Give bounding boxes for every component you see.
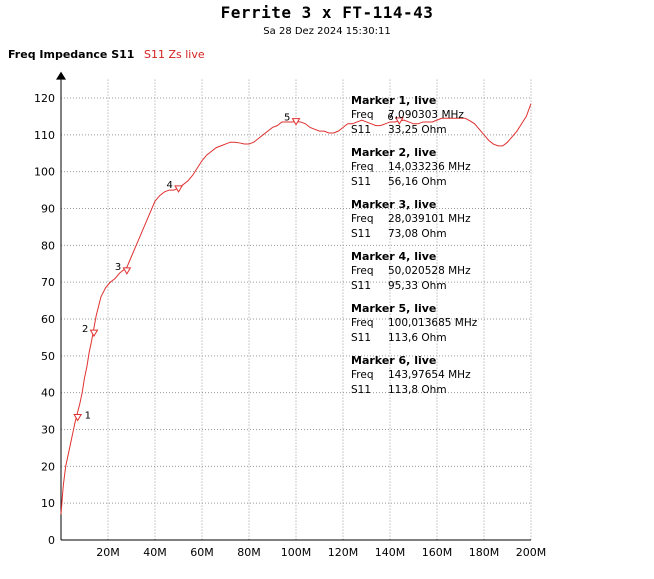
marker-6-title: Marker 6, live bbox=[351, 354, 437, 367]
tick-labels: 20M 40M 60M 80M 100M 120M 140M 160M 180M 200M 0 10 2… bbox=[34, 92, 546, 559]
marker-6-number: 6 bbox=[387, 112, 393, 123]
marker-field-label: Freq bbox=[351, 109, 374, 121]
marker-5-freq-row: Freq 100,013685 MHz bbox=[351, 316, 477, 331]
y-tick-label: 30 bbox=[41, 424, 55, 437]
x-tick-label: 180M bbox=[469, 546, 500, 559]
grid-lines bbox=[61, 79, 532, 540]
marker-1-title: Marker 1, live bbox=[351, 94, 437, 107]
y-tick-label: 40 bbox=[41, 387, 55, 400]
marker-field-value: 14,033236 MHz bbox=[388, 161, 471, 173]
marker-field-value: 56,16 Ohm bbox=[388, 176, 447, 188]
marker-field-label: Freq bbox=[351, 161, 374, 173]
marker-1-freq-row: Freq 7,090303 MHz bbox=[351, 108, 477, 123]
marker-field-value: 95,33 Ohm bbox=[388, 280, 447, 292]
marker-field-value: 113,8 Ohm bbox=[388, 384, 447, 396]
marker-2-triangle bbox=[89, 329, 99, 338]
marker-field-label: S11 bbox=[351, 332, 372, 344]
marker-field-label: S11 bbox=[351, 228, 372, 240]
chart-title: Ferrite 3 x FT-114-43 bbox=[220, 3, 434, 22]
marker-1-triangle bbox=[73, 414, 83, 422]
plot-area bbox=[60, 103, 532, 515]
marker-field-label: S11 bbox=[351, 176, 372, 188]
marker-field-value: 113,6 Ohm bbox=[388, 332, 447, 344]
marker-2-title: Marker 2, live bbox=[351, 146, 437, 159]
x-tick-label: 100M bbox=[281, 546, 312, 559]
marker-1-s11-row: S11 33,25 Ohm bbox=[351, 123, 477, 138]
marker-4-title: Marker 4, live bbox=[351, 250, 437, 263]
y-tick-label: 80 bbox=[41, 239, 55, 252]
marker-5-title: Marker 5, live bbox=[351, 302, 437, 315]
marker-field-value: 28,039101 MHz bbox=[388, 213, 471, 225]
marker-6-s11-row: S11 113,8 Ohm bbox=[351, 383, 477, 398]
marker-5-number: 5 bbox=[284, 113, 290, 124]
marker-3-s11-row: S11 73,08 Ohm bbox=[351, 227, 477, 242]
marker-5-triangle bbox=[291, 118, 301, 126]
marker-glyphs: 1 2 3 4 5 6 bbox=[73, 112, 404, 422]
y-tick-label: 0 bbox=[48, 534, 55, 547]
marker-2-freq-row: Freq 14,033236 MHz bbox=[351, 160, 477, 175]
marker-field-label: S11 bbox=[351, 384, 372, 396]
axes bbox=[56, 71, 531, 541]
y-tick-label: 60 bbox=[41, 313, 55, 326]
marker-4-readout: Marker 4, live Freq 50,020528 MHz S11 95,33 … bbox=[351, 249, 477, 294]
y-tick-label: 100 bbox=[34, 166, 55, 179]
marker-readout-panel: Marker 1, live Freq 7,090303 MHz S11 33,25 O… bbox=[351, 93, 477, 405]
x-tick-label: 160M bbox=[422, 546, 453, 559]
y-tick-label: 10 bbox=[41, 497, 55, 510]
marker-3-number: 3 bbox=[115, 262, 121, 273]
chart-timestamp: Sa 28 Dez 2024 15:30:11 bbox=[263, 26, 391, 37]
impedance-trace bbox=[60, 103, 532, 515]
y-tick-label: 70 bbox=[41, 276, 55, 289]
marker-2-readout: Marker 2, live Freq 14,033236 MHz S11 56,16 … bbox=[351, 145, 477, 190]
y-tick-label: 50 bbox=[41, 350, 55, 363]
marker-5-s11-row: S11 113,6 Ohm bbox=[351, 331, 477, 346]
x-tick-label: 120M bbox=[328, 546, 359, 559]
marker-3-triangle bbox=[122, 267, 132, 275]
marker-4-triangle bbox=[174, 185, 183, 193]
x-tick-label: 200M bbox=[516, 546, 547, 559]
marker-1-number: 1 bbox=[85, 411, 91, 422]
marker-1-readout: Marker 1, live Freq 7,090303 MHz S11 33,25 O… bbox=[351, 93, 477, 138]
series-label: S11 Zs live bbox=[144, 48, 205, 61]
marker-field-value: 7,090303 MHz bbox=[388, 109, 464, 121]
x-tick-label: 140M bbox=[375, 546, 406, 559]
marker-3-title: Marker 3, live bbox=[351, 198, 437, 211]
marker-field-value: 100,013685 MHz bbox=[388, 317, 478, 329]
y-axis-arrow bbox=[56, 71, 66, 80]
marker-3-readout: Marker 3, live Freq 28,039101 MHz S11 73,08 … bbox=[351, 197, 477, 242]
x-tick-label: 40M bbox=[143, 546, 167, 559]
marker-2-s11-row: S11 56,16 Ohm bbox=[351, 175, 477, 190]
marker-field-value: 143,97654 MHz bbox=[388, 369, 471, 381]
marker-field-value: 33,25 Ohm bbox=[388, 124, 447, 136]
x-tick-label: 60M bbox=[190, 546, 214, 559]
y-tick-label: 90 bbox=[41, 203, 55, 216]
y-tick-label: 110 bbox=[34, 129, 55, 142]
y-tick-label: 120 bbox=[34, 92, 55, 105]
marker-3-freq-row: Freq 28,039101 MHz bbox=[351, 212, 477, 227]
marker-6-readout: Marker 6, live Freq 143,97654 MHz S11 113,8 … bbox=[351, 353, 477, 398]
marker-field-label: S11 bbox=[351, 124, 372, 136]
marker-field-label: Freq bbox=[351, 213, 374, 225]
marker-5-readout: Marker 5, live Freq 100,013685 MHz S11 113,6… bbox=[351, 301, 477, 346]
marker-field-label: Freq bbox=[351, 265, 374, 277]
marker-2-number: 2 bbox=[82, 324, 88, 335]
marker-field-value: 73,08 Ohm bbox=[388, 228, 447, 240]
marker-4-s11-row: S11 95,33 Ohm bbox=[351, 279, 477, 294]
marker-field-label: Freq bbox=[351, 369, 374, 381]
marker-6-triangle bbox=[394, 117, 404, 125]
marker-6-freq-row: Freq 143,97654 MHz bbox=[351, 368, 477, 383]
marker-field-label: Freq bbox=[351, 317, 374, 329]
x-tick-label: 80M bbox=[237, 546, 261, 559]
marker-field-value: 50,020528 MHz bbox=[388, 265, 471, 277]
y-axis-label: Freq Impedance S11 bbox=[8, 48, 135, 61]
y-tick-label: 20 bbox=[41, 460, 55, 473]
marker-4-number: 4 bbox=[167, 180, 173, 191]
marker-field-label: S11 bbox=[351, 280, 372, 292]
x-tick-label: 20M bbox=[96, 546, 120, 559]
marker-4-freq-row: Freq 50,020528 MHz bbox=[351, 264, 477, 279]
